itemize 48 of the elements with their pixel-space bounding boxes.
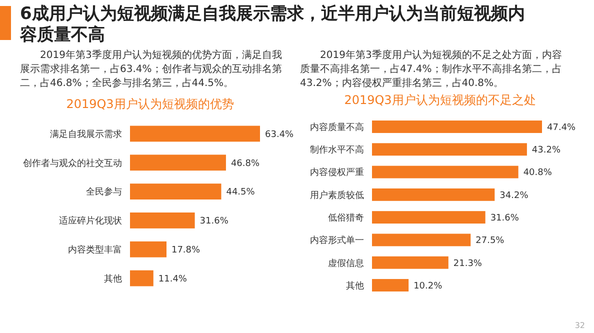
y-tick-label: 内容形式单一 [310, 235, 364, 246]
data-label: 10.2% [414, 281, 443, 292]
bar [130, 270, 154, 286]
data-label: 44.5% [226, 188, 256, 198]
bar [130, 241, 166, 258]
bar [130, 212, 195, 228]
data-label: 27.5% [476, 236, 505, 246]
bar [372, 166, 518, 178]
bar [372, 279, 409, 292]
data-label: 17.8% [172, 246, 201, 256]
bar [130, 184, 222, 200]
text: 2019年第3季度用户认为短视频的不足之处方面，内容质量不高排名第一，占47.4%；制作水平不高排名第二，占43.2%；内容侵权严重排名第三，占40.8%。 [300, 49, 563, 91]
y-tick-label: 制作水平不高 [310, 144, 364, 156]
bar [372, 143, 527, 156]
y-tick-label: 内容类型丰富 [68, 244, 122, 256]
bar [372, 234, 471, 246]
text: 32 [574, 321, 585, 330]
y-tick-label: 全民参与 [86, 186, 122, 198]
data-label: 11.4% [158, 274, 188, 284]
chart-title: 2019Q3用户认为短视频的优势 [66, 97, 234, 111]
bar [130, 126, 260, 142]
y-tick-label: 适应碎片化现状 [59, 216, 122, 227]
bar [372, 211, 486, 224]
data-label: 63.4% [265, 130, 294, 140]
y-tick-label: 满足自我展示需求 [50, 128, 122, 140]
y-tick-label: 内容质量不高 [310, 122, 364, 133]
data-label: 47.4% [547, 122, 576, 133]
data-label: 34.2% [500, 190, 529, 201]
y-tick-label: 其他 [104, 273, 122, 284]
data-label: 31.6% [490, 213, 520, 224]
bar [372, 188, 495, 201]
data-label: 40.8% [523, 168, 552, 178]
text: 2019年第3季度用户认为短视频的优势方面，满足自我展示需求排名第一，占63.4%；创作者与观众的互动排名第二，占46.8%；全民参与排名第三，占44.5%。 [20, 49, 283, 91]
y-tick-label: 其他 [346, 280, 364, 292]
data-label: 21.3% [453, 258, 482, 269]
y-tick-label: 虚假信息 [328, 258, 364, 269]
bar [372, 120, 542, 133]
data-label: 43.2% [532, 146, 561, 156]
y-tick-label: 低俗猎奇 [328, 212, 364, 224]
y-tick-label: 内容侵权严重 [310, 167, 364, 178]
bar [372, 256, 448, 269]
data-label: 46.8% [230, 158, 260, 169]
y-tick-label: 创作者与观众的社交互动 [23, 158, 122, 169]
text: 6成用户认为短视频满足自我展示需求，近半用户认为当前短视频内容质量不高 [20, 4, 526, 46]
bar [130, 154, 226, 171]
data-label: 31.6% [200, 216, 229, 227]
y-tick-label: 用户素质较低 [310, 190, 364, 201]
chart-title: 2019Q3用户认为短视频的不足之处 [344, 93, 536, 107]
